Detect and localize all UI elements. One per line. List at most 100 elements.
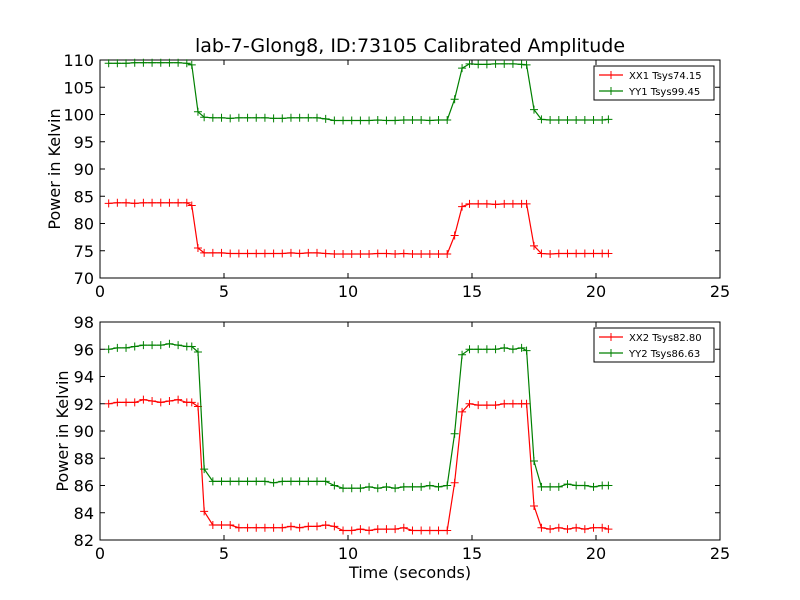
data-point — [365, 482, 374, 491]
data-point — [113, 343, 122, 352]
data-point — [508, 345, 517, 354]
data-point — [522, 399, 531, 408]
data-point — [546, 250, 555, 259]
data-point — [139, 198, 148, 207]
data-point — [474, 345, 483, 354]
data-point — [286, 113, 295, 122]
x-tick-label: 0 — [95, 282, 105, 301]
data-point — [408, 482, 417, 491]
data-point — [339, 526, 348, 535]
data-point — [373, 115, 382, 124]
data-point — [226, 521, 235, 530]
data-point — [563, 480, 572, 489]
data-point — [187, 342, 196, 351]
data-point — [356, 116, 365, 125]
data-point — [365, 116, 374, 125]
x-tick-label: 25 — [710, 282, 730, 301]
x-tick-label: 20 — [586, 282, 606, 301]
y-tick-label: 84 — [74, 504, 94, 523]
data-point — [130, 398, 139, 407]
data-point — [537, 482, 546, 491]
data-point — [450, 231, 459, 240]
data-point — [589, 523, 598, 532]
data-point — [458, 64, 467, 73]
data-point — [130, 58, 139, 67]
data-point — [434, 115, 443, 124]
y-tick-label: 110 — [63, 51, 94, 70]
data-point — [604, 481, 613, 490]
data-point — [193, 107, 202, 116]
data-point — [182, 198, 191, 207]
data-point — [425, 481, 434, 490]
data-point — [304, 248, 313, 257]
data-point — [563, 115, 572, 124]
data-point — [508, 399, 517, 408]
x-tick-label: 15 — [462, 544, 482, 563]
data-point — [373, 525, 382, 534]
data-point — [330, 116, 339, 125]
y-tick-label: 105 — [63, 78, 94, 97]
data-point — [208, 113, 217, 122]
data-point — [465, 399, 474, 408]
data-point — [517, 343, 526, 352]
data-point — [554, 482, 563, 491]
data-point — [122, 343, 131, 352]
data-point — [321, 114, 330, 123]
data-point — [554, 249, 563, 258]
data-point — [330, 250, 339, 259]
data-point — [295, 113, 304, 122]
legend-label: YY1 Tsys99.45 — [628, 87, 700, 98]
data-point — [226, 114, 235, 123]
data-point — [252, 249, 261, 258]
data-point — [465, 345, 474, 354]
data-point — [278, 114, 287, 123]
data-point — [339, 484, 348, 493]
data-point — [174, 395, 183, 404]
data-point — [304, 477, 313, 486]
data-point — [382, 249, 391, 258]
data-point — [278, 523, 287, 532]
data-point — [500, 343, 509, 352]
data-point — [193, 244, 202, 253]
data-point — [491, 200, 500, 209]
data-point — [113, 59, 122, 68]
data-point — [465, 59, 474, 68]
data-point — [200, 113, 209, 122]
data-point — [148, 58, 157, 67]
data-point — [321, 249, 330, 258]
data-point — [508, 59, 517, 68]
data-point — [417, 482, 426, 491]
data-point — [491, 401, 500, 410]
data-point — [589, 482, 598, 491]
data-point — [156, 398, 165, 407]
x-tick-label: 25 — [710, 544, 730, 563]
x-tick-label: 20 — [586, 544, 606, 563]
data-point — [425, 250, 434, 259]
x-tick-label: 0 — [95, 544, 105, 563]
data-point — [347, 526, 356, 535]
x-tick-label: 5 — [219, 282, 229, 301]
data-point — [356, 250, 365, 259]
data-point — [391, 484, 400, 493]
legend-marker — [607, 349, 615, 357]
data-point — [572, 523, 581, 532]
series-1 — [104, 58, 613, 125]
data-point — [193, 347, 202, 356]
data-point — [148, 198, 157, 207]
data-point — [260, 523, 269, 532]
data-point — [234, 523, 243, 532]
data-point — [491, 345, 500, 354]
data-point — [174, 58, 183, 67]
data-point — [347, 484, 356, 493]
data-point — [434, 526, 443, 535]
data-point — [104, 399, 113, 408]
data-point — [252, 113, 261, 122]
data-point — [200, 507, 209, 516]
data-point — [295, 523, 304, 532]
data-point — [113, 198, 122, 207]
data-point — [286, 477, 295, 486]
data-point — [537, 249, 546, 258]
y-tick-label: 82 — [74, 531, 94, 550]
x-axis-label: Time (seconds) — [348, 563, 471, 582]
y-axis-label: Power in Kelvin — [53, 370, 72, 491]
